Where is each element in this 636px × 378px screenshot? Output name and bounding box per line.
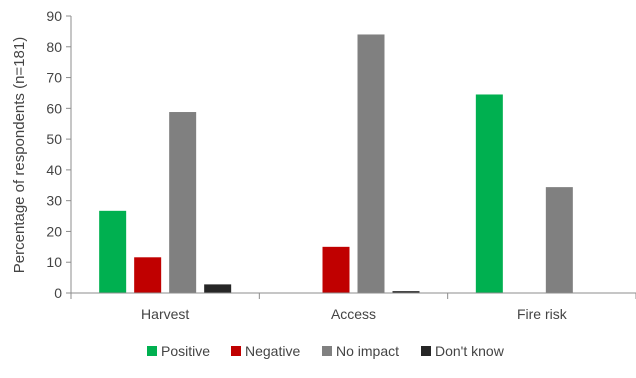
bar-no-impact-access: [357, 34, 385, 293]
legend-label: Negative: [245, 343, 300, 359]
y-tick-label: 40: [46, 162, 62, 178]
legend-label: No impact: [336, 343, 399, 359]
legend-swatch: [231, 346, 241, 356]
legend: Positive Negative No impact Don't know: [147, 343, 505, 359]
y-tick-label: 50: [46, 131, 62, 147]
y-axis-title: Percentage of respondents (n=181): [11, 37, 28, 273]
bar-negative-harvest: [134, 257, 162, 293]
y-tick-label: 70: [46, 70, 62, 86]
x-category-label: Harvest: [141, 306, 189, 322]
legend-swatch: [421, 346, 431, 356]
y-tick-label: 0: [54, 285, 62, 301]
legend-swatch: [322, 346, 332, 356]
bar-negative-access: [322, 246, 350, 293]
legend-label: Positive: [161, 343, 210, 359]
bar-no-impact-fire-risk: [545, 187, 573, 293]
x-category-label: Access: [331, 306, 376, 322]
bar-don-t-know-access: [392, 291, 420, 293]
x-axis: Harvest Access Fire risk: [70, 292, 636, 322]
legend-swatch: [147, 346, 157, 356]
y-tick-label: 80: [46, 39, 62, 55]
y-tick-label: 90: [46, 8, 62, 24]
x-category-label: Fire risk: [517, 306, 568, 322]
bars: [99, 34, 573, 293]
y-tick-label: 30: [46, 193, 62, 209]
bar-no-impact-harvest: [169, 112, 197, 293]
bar-positive-harvest: [99, 210, 127, 293]
bar-positive-fire-risk: [475, 94, 503, 293]
bar-don-t-know-harvest: [204, 284, 232, 293]
y-axis: 0 10 20 30 40 50 60 70 80 90: [46, 8, 72, 301]
y-tick-label: 60: [46, 100, 62, 116]
y-tick-label: 20: [46, 223, 62, 239]
legend-label: Don't know: [435, 343, 505, 359]
y-tick-label: 10: [46, 254, 62, 270]
